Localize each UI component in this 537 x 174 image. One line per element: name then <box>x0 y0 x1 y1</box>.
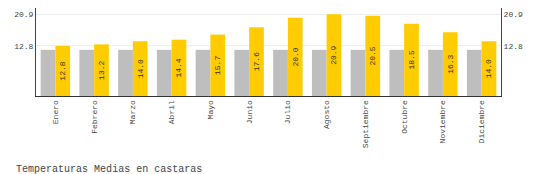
svg-text:13.2: 13.2 <box>97 60 106 79</box>
svg-text:12.8: 12.8 <box>504 42 523 51</box>
svg-text:12.8: 12.8 <box>58 61 67 80</box>
svg-text:Junio: Junio <box>245 100 254 124</box>
svg-text:Febrero: Febrero <box>90 100 99 134</box>
svg-text:Mayo: Mayo <box>206 100 215 119</box>
svg-text:Temperaturas Medias en castara: Temperaturas Medias en castaras <box>16 164 202 174</box>
svg-text:14.4: 14.4 <box>174 58 183 77</box>
svg-text:Diciembre: Diciembre <box>477 100 486 143</box>
svg-text:Julio: Julio <box>283 100 292 124</box>
svg-text:Agosto: Agosto <box>322 100 331 129</box>
svg-text:20.9: 20.9 <box>504 10 523 19</box>
svg-text:Marzo: Marzo <box>128 100 137 124</box>
svg-text:Septiembre: Septiembre <box>361 100 370 148</box>
svg-text:Enero: Enero <box>51 100 60 124</box>
svg-text:16.3: 16.3 <box>446 54 455 73</box>
svg-text:Octubre: Octubre <box>400 100 409 134</box>
svg-text:20.5: 20.5 <box>368 46 377 65</box>
svg-text:Abril: Abril <box>167 100 176 124</box>
svg-text:17.6: 17.6 <box>252 52 261 71</box>
svg-text:14.0: 14.0 <box>136 59 145 78</box>
svg-text:Noviembre: Noviembre <box>438 100 447 143</box>
svg-text:14.0: 14.0 <box>484 59 493 78</box>
svg-text:18.5: 18.5 <box>407 50 416 69</box>
svg-text:15.7: 15.7 <box>213 56 222 75</box>
svg-text:20.9: 20.9 <box>329 45 338 64</box>
svg-text:12.8: 12.8 <box>14 42 33 51</box>
svg-text:20.0: 20.0 <box>291 47 300 66</box>
svg-text:20.9: 20.9 <box>14 10 33 19</box>
